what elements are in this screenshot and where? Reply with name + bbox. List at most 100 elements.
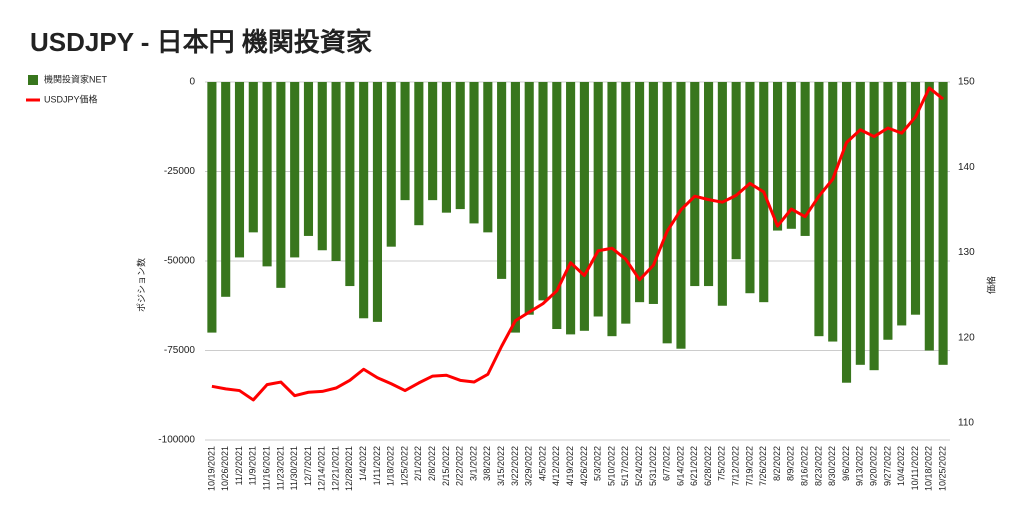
bar bbox=[924, 82, 934, 351]
bar bbox=[221, 82, 231, 297]
bar bbox=[317, 82, 327, 251]
x-tick-label: 10/11/2022 bbox=[910, 446, 920, 490]
bar bbox=[676, 82, 686, 349]
bar bbox=[455, 82, 465, 210]
bar bbox=[372, 82, 383, 322]
bar bbox=[234, 82, 245, 258]
bar bbox=[497, 82, 507, 279]
bar bbox=[828, 82, 838, 342]
x-tick-label: 5/24/2022 bbox=[634, 446, 644, 486]
bar bbox=[841, 82, 852, 383]
x-tick-label: 2/22/2022 bbox=[455, 446, 465, 486]
x-tick-label: 9/6/2022 bbox=[841, 446, 851, 481]
bar bbox=[524, 82, 534, 315]
bar bbox=[441, 82, 451, 213]
x-tick-label: 4/12/2022 bbox=[551, 446, 561, 486]
bar bbox=[331, 82, 341, 261]
x-tick-label: 12/28/2021 bbox=[344, 446, 354, 491]
bar bbox=[883, 82, 893, 340]
x-tick-label: 4/26/2022 bbox=[579, 446, 589, 486]
y2-tick-label: 120 bbox=[958, 332, 975, 343]
bar bbox=[359, 82, 369, 319]
x-tick-label: 12/7/2021 bbox=[303, 446, 313, 486]
x-tick-label: 8/16/2022 bbox=[800, 446, 810, 486]
y2-tick-label: 140 bbox=[958, 162, 975, 173]
x-tick-label: 3/29/2022 bbox=[524, 446, 534, 486]
x-tick-label: 9/13/2022 bbox=[855, 446, 865, 486]
x-tick-label: 11/23/2021 bbox=[275, 446, 285, 490]
x-tick-label: 2/1/2022 bbox=[413, 446, 423, 481]
bar bbox=[579, 82, 589, 331]
bar bbox=[483, 82, 493, 233]
x-tick-label: 9/20/2022 bbox=[868, 446, 878, 486]
x-tick-label: 8/23/2022 bbox=[813, 446, 823, 486]
x-tick-label: 10/19/2021 bbox=[206, 446, 216, 491]
x-tick-label: 1/18/2022 bbox=[386, 446, 396, 486]
bar bbox=[276, 82, 286, 288]
y-axis-title: ポジション数 bbox=[135, 258, 146, 312]
x-tick-label: 8/2/2022 bbox=[772, 446, 782, 481]
bar bbox=[814, 82, 824, 337]
bar bbox=[910, 82, 921, 315]
bar bbox=[635, 82, 645, 303]
y-tick-label: -50000 bbox=[164, 256, 196, 267]
bar bbox=[786, 82, 796, 229]
x-tick-label: 3/1/2022 bbox=[468, 446, 478, 481]
bar bbox=[428, 82, 438, 201]
x-tick-label: 3/22/2022 bbox=[510, 446, 520, 486]
x-tick-label: 11/16/2021 bbox=[261, 446, 271, 490]
x-tick-label: 11/9/2021 bbox=[248, 446, 258, 485]
x-tick-label: 8/9/2022 bbox=[786, 446, 796, 481]
x-tick-label: 10/18/2022 bbox=[924, 446, 934, 491]
bar bbox=[607, 82, 617, 337]
bar bbox=[621, 82, 631, 324]
bar bbox=[938, 82, 948, 365]
bar bbox=[303, 82, 314, 236]
bar bbox=[345, 82, 355, 287]
legend-label: 機関投資家NET bbox=[44, 73, 108, 84]
y-tick-label: 0 bbox=[189, 77, 195, 88]
x-tick-label: 12/14/2021 bbox=[317, 446, 327, 491]
x-tick-label: 9/27/2022 bbox=[882, 446, 892, 486]
bar bbox=[648, 82, 658, 304]
bar bbox=[414, 82, 424, 226]
bar bbox=[290, 82, 300, 258]
x-tick-label: 6/7/2022 bbox=[662, 446, 672, 481]
bar bbox=[510, 82, 520, 333]
bar bbox=[566, 82, 576, 335]
x-tick-label: 11/2/2021 bbox=[234, 446, 244, 485]
x-tick-label: 8/30/2022 bbox=[827, 446, 837, 486]
bar bbox=[731, 82, 741, 260]
x-tick-label: 1/11/2022 bbox=[372, 446, 382, 485]
bar bbox=[772, 82, 783, 231]
x-tick-label: 6/28/2022 bbox=[703, 446, 713, 486]
x-tick-label: 7/5/2022 bbox=[717, 446, 727, 481]
x-tick-label: 2/8/2022 bbox=[427, 446, 437, 481]
y2-axis-title: 価格 bbox=[985, 276, 996, 294]
bar bbox=[704, 82, 714, 287]
bar bbox=[897, 82, 907, 326]
y2-tick-label: 110 bbox=[958, 418, 974, 429]
x-tick-label: 7/26/2022 bbox=[758, 446, 768, 486]
x-tick-label: 5/10/2022 bbox=[606, 446, 616, 486]
y2-tick-label: 150 bbox=[958, 77, 975, 88]
x-tick-label: 7/19/2022 bbox=[744, 446, 754, 486]
line bbox=[211, 86, 945, 402]
y-tick-label: -100000 bbox=[158, 435, 195, 446]
bar bbox=[690, 82, 700, 287]
bar bbox=[386, 82, 396, 247]
bar bbox=[593, 82, 603, 317]
x-tick-label: 3/15/2022 bbox=[496, 446, 506, 486]
x-tick-label: 5/31/2022 bbox=[648, 446, 658, 486]
y-tick-label: -25000 bbox=[164, 166, 196, 177]
bar bbox=[400, 82, 410, 201]
bar bbox=[552, 82, 562, 330]
x-tick-label: 1/25/2022 bbox=[399, 446, 409, 486]
bar bbox=[662, 82, 672, 344]
x-tick-label: 5/17/2022 bbox=[620, 446, 630, 486]
x-tick-label: 10/26/2021 bbox=[220, 446, 230, 491]
x-tick-label: 3/8/2022 bbox=[482, 446, 492, 481]
legend-label: USDJPY価格 bbox=[44, 93, 98, 104]
x-tick-label: 7/12/2022 bbox=[731, 446, 741, 486]
